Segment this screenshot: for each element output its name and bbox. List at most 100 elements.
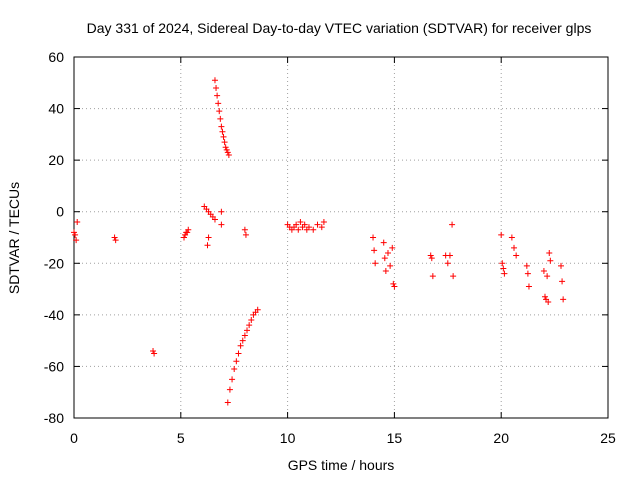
data-point [71, 229, 77, 236]
data-point [225, 151, 232, 158]
y-tick-label: 40 [48, 101, 64, 117]
data-point [215, 100, 222, 107]
data-point [444, 260, 451, 267]
data-point [525, 283, 532, 290]
data-point [305, 224, 312, 231]
data-point [540, 268, 547, 275]
y-tick-labels: -80 -60 -40 -20 0 20 40 60 [44, 49, 64, 426]
data-point [73, 237, 80, 244]
data-point [301, 221, 308, 228]
data-point [372, 260, 379, 267]
data-point [224, 149, 231, 156]
data-point [429, 273, 436, 280]
data-point [231, 366, 238, 373]
data-point [390, 280, 397, 287]
x-tick-label: 20 [493, 430, 509, 446]
data-point [380, 239, 387, 246]
data-point [216, 108, 223, 115]
data-point [449, 221, 456, 228]
data-point [218, 208, 225, 215]
data-point [310, 226, 317, 233]
data-point [499, 260, 506, 267]
data-point [211, 77, 218, 84]
data-point [297, 219, 304, 226]
data-point [501, 270, 508, 277]
data-point [181, 234, 188, 241]
y-tick-label: -60 [44, 358, 64, 374]
series-track-20 [498, 231, 532, 290]
data-point [427, 252, 434, 259]
data-point [218, 221, 225, 228]
data-point [513, 252, 520, 259]
y-axis-label: SDTVAR / TECUs [6, 182, 22, 294]
data-point [242, 231, 249, 238]
y-tick-label: -40 [44, 307, 64, 323]
data-point [72, 231, 79, 238]
data-point [184, 229, 191, 236]
data-point [500, 265, 507, 272]
y-tick-label: 0 [56, 204, 64, 220]
data-point [223, 146, 230, 153]
data-point [254, 306, 261, 313]
data-point [219, 128, 226, 135]
data-point [560, 296, 567, 303]
axis-ticks [73, 56, 609, 419]
data-point [185, 226, 192, 233]
x-tick-label: 15 [387, 430, 403, 446]
data-point [239, 337, 246, 344]
series-track-14 [370, 234, 398, 290]
data-point [391, 283, 398, 290]
data-point [318, 224, 325, 231]
x-tick-label: 5 [177, 430, 185, 446]
data-point [151, 350, 158, 357]
data-point [544, 273, 551, 280]
data-point [545, 298, 552, 305]
data-point [523, 262, 530, 269]
data-point [204, 242, 211, 249]
series-track-22 [540, 249, 567, 305]
data-point [389, 244, 396, 251]
data-point [320, 219, 327, 226]
data-point [450, 273, 457, 280]
data-point [237, 342, 244, 349]
data-point [229, 376, 236, 383]
data-point [387, 262, 394, 269]
series-track-6a [201, 203, 225, 249]
data-point [428, 255, 435, 262]
data-point [211, 216, 218, 223]
data-point [382, 268, 389, 275]
series-track-4 [150, 347, 158, 357]
data-point [541, 293, 548, 300]
series-track-0 [71, 219, 81, 244]
data-point [295, 226, 302, 233]
data-point [235, 350, 242, 357]
series-track-6b [211, 77, 232, 215]
data-points [71, 77, 567, 406]
data-point [511, 244, 518, 251]
data-point [547, 257, 554, 264]
y-tick-label: -80 [44, 410, 64, 426]
data-point [111, 234, 118, 241]
data-point [213, 84, 220, 91]
data-point [220, 133, 227, 140]
series-track-8 [241, 226, 249, 238]
x-tick-label: 25 [600, 430, 616, 446]
series-track-10 [284, 219, 327, 233]
data-point [246, 322, 253, 329]
data-point [222, 144, 229, 151]
series-track-17 [427, 221, 457, 280]
data-point [524, 270, 531, 277]
data-point [371, 247, 378, 254]
data-point [74, 219, 81, 226]
data-point [205, 234, 212, 241]
x-tick-label: 10 [280, 430, 296, 446]
data-point [559, 278, 566, 285]
data-point [558, 262, 565, 269]
x-axis-label: GPS time / hours [288, 457, 395, 473]
series-track-2 [111, 234, 119, 244]
data-point [217, 115, 224, 122]
grid-lines [74, 57, 608, 418]
data-point [150, 347, 157, 354]
data-point [314, 221, 321, 228]
